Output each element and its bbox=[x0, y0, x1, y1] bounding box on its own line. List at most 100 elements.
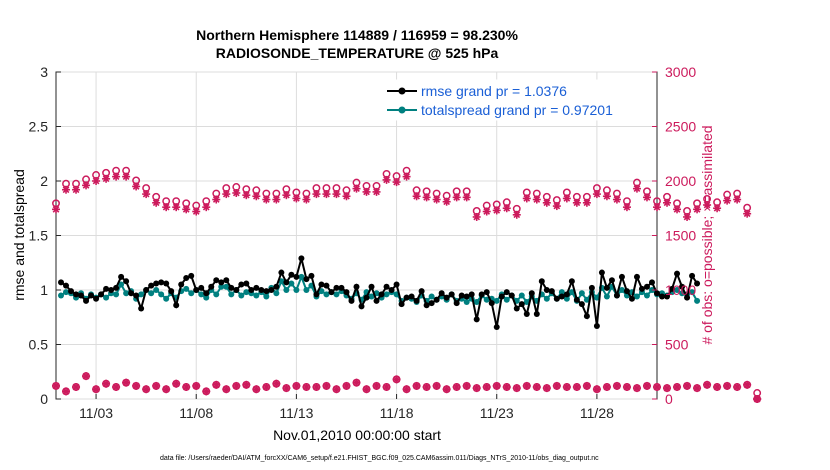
star-stroke bbox=[533, 383, 541, 391]
obs-assimilated-marker bbox=[312, 190, 321, 199]
spread-point bbox=[578, 290, 585, 297]
spread-point bbox=[603, 293, 610, 300]
x-tick-label: 11/23 bbox=[480, 405, 514, 421]
rmse-point bbox=[694, 280, 701, 287]
star-stroke bbox=[413, 382, 420, 390]
spread-point bbox=[223, 283, 230, 290]
rmse-point bbox=[378, 291, 385, 298]
data-file-footer: data file: /Users/raeder/DAI/ATM_forcXX/… bbox=[160, 455, 599, 462]
star-stroke bbox=[683, 382, 691, 390]
obs-assimilated-marker bbox=[372, 381, 381, 390]
obs-assimilated-marker bbox=[482, 383, 491, 392]
obs-assimilated-marker bbox=[382, 383, 391, 392]
star-stroke bbox=[162, 203, 170, 211]
rmse-point bbox=[143, 287, 150, 293]
left-y-axis: 0 0.5 1 1.5 2 2.5 3 bbox=[29, 64, 61, 407]
obs-assimilated-marker bbox=[342, 381, 351, 390]
rmse-point bbox=[138, 305, 145, 312]
rmse-point bbox=[288, 271, 295, 278]
obs-assimilated-marker bbox=[202, 203, 211, 212]
obs-assimilated-marker bbox=[92, 385, 101, 394]
obs-assimilated-marker bbox=[482, 207, 491, 216]
obs-assimilated-marker bbox=[663, 198, 672, 207]
rmse-point bbox=[533, 310, 540, 317]
star-stroke bbox=[262, 383, 270, 391]
obs-assimilated-marker bbox=[352, 378, 361, 387]
spread-point bbox=[148, 290, 155, 297]
rmse-point bbox=[553, 295, 560, 302]
obs-assimilated-marker bbox=[703, 200, 712, 209]
spread-point bbox=[298, 273, 305, 280]
rmse-point bbox=[573, 296, 580, 303]
rmse-point bbox=[313, 291, 320, 298]
rmse-point bbox=[558, 293, 565, 300]
obs-assimilated-marker bbox=[162, 203, 171, 212]
star-stroke bbox=[142, 190, 150, 198]
rmse-point bbox=[343, 289, 350, 296]
star-stroke bbox=[192, 208, 200, 215]
star-stroke bbox=[713, 383, 721, 391]
rmse-point bbox=[188, 272, 195, 279]
obs-assimilated-marker bbox=[112, 172, 121, 181]
obs-assimilated-marker bbox=[282, 384, 291, 393]
obs-assimilated-marker bbox=[472, 212, 481, 221]
star-stroke bbox=[92, 177, 100, 185]
star-stroke bbox=[673, 205, 681, 213]
star-stroke bbox=[383, 176, 390, 184]
obs-assimilated-marker bbox=[492, 381, 501, 390]
obs-assimilated-marker bbox=[542, 384, 551, 393]
obs-assimilated-marker bbox=[683, 381, 692, 390]
obs-assimilated-marker bbox=[132, 381, 141, 390]
star-stroke bbox=[132, 183, 140, 190]
star-stroke bbox=[553, 382, 561, 390]
star-stroke bbox=[453, 193, 461, 201]
rmse-point bbox=[108, 287, 115, 293]
star-stroke bbox=[623, 383, 631, 391]
obs-assimilated-marker bbox=[62, 387, 71, 396]
star-stroke bbox=[543, 384, 551, 392]
spread-point bbox=[674, 287, 681, 293]
spread-point bbox=[228, 291, 235, 298]
star-stroke bbox=[252, 385, 260, 393]
rmse-point bbox=[363, 294, 370, 301]
obs-assimilated-marker bbox=[242, 191, 251, 200]
spread-point bbox=[483, 296, 490, 303]
star-stroke bbox=[152, 382, 160, 390]
rmse-point bbox=[483, 289, 490, 296]
right-tick-label: 3000 bbox=[665, 64, 696, 80]
obs-assimilated-marker bbox=[142, 190, 151, 199]
spread-point bbox=[103, 294, 110, 301]
right-y-axis: 0 500 1000 1500 2000 2500 3000 bbox=[652, 64, 696, 407]
spread-point bbox=[218, 283, 225, 290]
obs-assimilated-marker bbox=[532, 383, 541, 392]
star-stroke bbox=[743, 381, 751, 389]
star-stroke bbox=[112, 383, 120, 391]
star-stroke bbox=[493, 207, 501, 214]
obs-assimilated-marker bbox=[673, 205, 682, 214]
rmse-point bbox=[373, 297, 380, 304]
spread-point bbox=[593, 294, 600, 301]
spread-point bbox=[518, 292, 525, 299]
rmse-point bbox=[158, 279, 165, 286]
obs-assimilated-marker bbox=[442, 385, 451, 394]
star-stroke bbox=[473, 384, 481, 392]
star-stroke bbox=[283, 384, 290, 392]
star-stroke bbox=[553, 202, 561, 210]
obs-assimilated-marker bbox=[693, 384, 702, 393]
rmse-point bbox=[308, 272, 315, 279]
star-stroke bbox=[152, 199, 160, 207]
x-axis-label: Nov.01,2010 00:00:00 start bbox=[273, 427, 441, 443]
obs-assimilated-marker bbox=[92, 177, 101, 185]
star-stroke bbox=[613, 382, 621, 390]
rmse-point bbox=[493, 324, 500, 331]
obs-assimilated-marker bbox=[332, 385, 341, 394]
obs-assimilated-marker bbox=[532, 195, 541, 204]
spread-point bbox=[333, 291, 340, 298]
obs-assimilated-marker bbox=[713, 383, 722, 392]
rmse-point bbox=[328, 289, 335, 296]
rmse-point bbox=[423, 302, 430, 309]
obs-assimilated-marker bbox=[172, 379, 181, 388]
spread-point bbox=[648, 287, 655, 293]
star-stroke bbox=[483, 383, 491, 391]
obs-assimilated-marker bbox=[222, 385, 231, 394]
